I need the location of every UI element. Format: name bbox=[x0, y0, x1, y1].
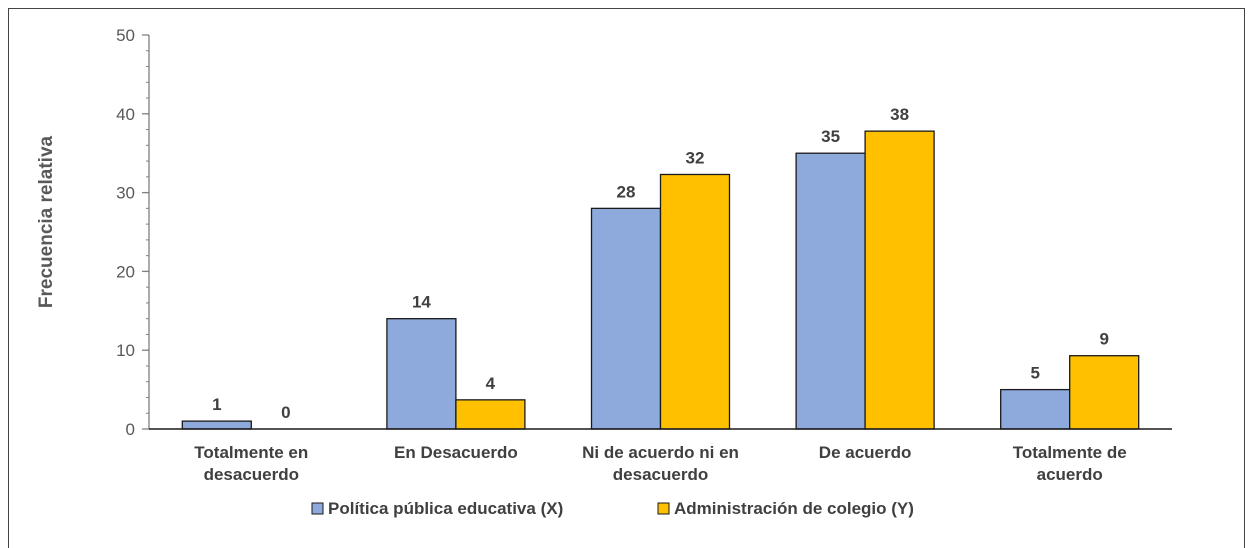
y-tick-label: 50 bbox=[116, 26, 135, 45]
bar-series-1 bbox=[1000, 388, 1071, 430]
x-tick-label: De acuerdo bbox=[819, 443, 912, 462]
y-tick-label: 20 bbox=[116, 262, 135, 281]
bar-series-1 bbox=[590, 207, 662, 430]
y-tick-label: 10 bbox=[116, 341, 135, 360]
x-tick-label-line: desacuerdo bbox=[204, 465, 299, 484]
x-tick-label-line: desacuerdo bbox=[613, 465, 708, 484]
x-axis: Totalmente en desacuerdo En Desacuerdo Ni d… bbox=[149, 428, 1172, 484]
data-label: 1 bbox=[212, 395, 221, 414]
x-tick-label: Totalmente de acuerdo bbox=[1013, 443, 1127, 484]
data-label: 38 bbox=[890, 105, 909, 124]
data-label: 9 bbox=[1099, 330, 1108, 349]
x-tick-label: Ni de acuerdo ni en desacuerdo bbox=[582, 443, 739, 484]
legend-swatch-series-1 bbox=[311, 502, 324, 515]
bar-series-2 bbox=[864, 130, 935, 430]
x-tick-label-line: Ni de acuerdo ni en bbox=[582, 443, 739, 462]
bar-series-2 bbox=[659, 173, 731, 430]
data-label: 14 bbox=[412, 293, 431, 312]
bar-series-1 bbox=[795, 152, 866, 430]
bar-series-1 bbox=[181, 420, 252, 430]
y-axis: 0 10 20 30 40 50 bbox=[116, 26, 150, 439]
legend-label: Administración de colegio (Y) bbox=[674, 499, 914, 518]
y-tick-label: 30 bbox=[116, 184, 135, 203]
x-tick-label-line: Totalmente en bbox=[194, 443, 308, 462]
x-tick-label: Totalmente en desacuerdo bbox=[194, 443, 308, 484]
data-label: 4 bbox=[486, 374, 496, 393]
legend-swatch-series-2 bbox=[657, 502, 670, 515]
legend-label: Política pública educativa (X) bbox=[328, 499, 563, 518]
bars: 1 0 14 4 28 32 35 38 5 9 bbox=[181, 105, 1140, 430]
data-label: 32 bbox=[686, 148, 705, 167]
data-label: 28 bbox=[617, 182, 636, 201]
y-tick-label: 0 bbox=[126, 420, 135, 439]
legend: Política pública educativa (X) Administra… bbox=[311, 499, 914, 518]
bar-series-1 bbox=[386, 318, 457, 430]
x-tick-label: En Desacuerdo bbox=[394, 443, 518, 462]
y-axis-title: Frecuencia relativa bbox=[36, 135, 57, 308]
data-label: 5 bbox=[1030, 364, 1039, 383]
x-tick-label-line: En Desacuerdo bbox=[394, 443, 518, 462]
x-tick-label-line: Totalmente de bbox=[1013, 443, 1127, 462]
x-tick-label-line: acuerdo bbox=[1037, 465, 1103, 484]
chart-frame bbox=[8, 8, 1245, 548]
y-tick-label: 40 bbox=[116, 105, 135, 124]
data-label: 35 bbox=[821, 127, 840, 146]
bar-series-2 bbox=[455, 399, 526, 430]
x-tick-label-line: De acuerdo bbox=[819, 443, 912, 462]
bar-series-2 bbox=[1069, 355, 1140, 430]
data-label: 0 bbox=[281, 403, 290, 422]
